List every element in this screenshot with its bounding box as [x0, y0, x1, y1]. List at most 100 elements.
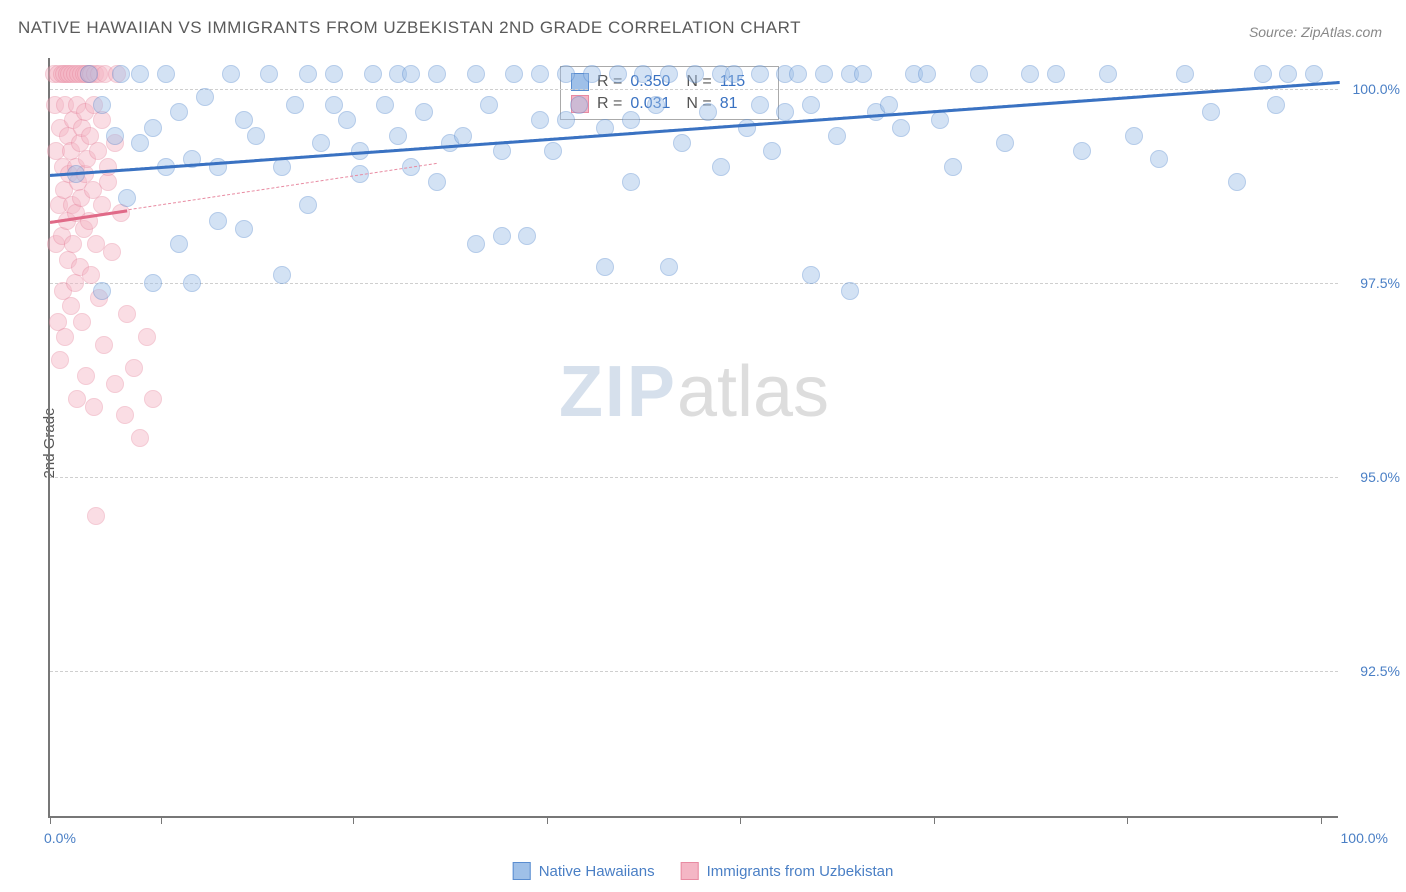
data-point [157, 65, 175, 83]
legend-item-b: Immigrants from Uzbekistan [681, 862, 894, 880]
data-point [493, 227, 511, 245]
r-label: R = [597, 95, 622, 113]
data-point [93, 111, 111, 129]
data-point [389, 127, 407, 145]
data-point [1099, 65, 1117, 83]
watermark-zip: ZIP [559, 352, 677, 432]
data-point [66, 274, 84, 292]
data-point [93, 96, 111, 114]
data-point [118, 189, 136, 207]
data-point [170, 235, 188, 253]
data-point [325, 96, 343, 114]
data-point [1305, 65, 1323, 83]
data-point [996, 134, 1014, 152]
stats-row-b: R = 0.031 N = 81 [571, 93, 768, 115]
data-point [415, 103, 433, 121]
gridline [50, 283, 1338, 284]
data-point [273, 266, 291, 284]
data-point [673, 134, 691, 152]
data-point [454, 127, 472, 145]
data-point [183, 274, 201, 292]
data-point [106, 127, 124, 145]
data-point [1021, 65, 1039, 83]
data-point [505, 65, 523, 83]
chart-area: 2nd Grade ZIPatlas R = 0.350 N = 115 R =… [48, 58, 1378, 828]
data-point [131, 134, 149, 152]
data-point [144, 119, 162, 137]
data-point [106, 375, 124, 393]
data-point [144, 390, 162, 408]
data-point [1073, 142, 1091, 160]
data-point [622, 111, 640, 129]
data-point [751, 65, 769, 83]
data-point [596, 258, 614, 276]
data-point [299, 196, 317, 214]
y-tick-label: 92.5% [1345, 663, 1400, 679]
data-point [880, 96, 898, 114]
data-point [660, 65, 678, 83]
data-point [634, 65, 652, 83]
gridline [50, 477, 1338, 478]
x-tick [50, 816, 51, 824]
data-point [125, 359, 143, 377]
data-point [480, 96, 498, 114]
data-point [64, 235, 82, 253]
data-point [751, 96, 769, 114]
x-tick [1321, 816, 1322, 824]
data-point [583, 65, 601, 83]
data-point [467, 65, 485, 83]
data-point [815, 65, 833, 83]
data-point [103, 243, 121, 261]
data-point [1254, 65, 1272, 83]
data-point [112, 65, 130, 83]
data-point [402, 65, 420, 83]
data-point [95, 336, 113, 354]
data-point [931, 111, 949, 129]
data-point [854, 65, 872, 83]
data-point [738, 119, 756, 137]
data-point [1279, 65, 1297, 83]
data-point [93, 282, 111, 300]
gridline [50, 89, 1338, 90]
data-point [802, 96, 820, 114]
data-point [1202, 103, 1220, 121]
data-point [531, 111, 549, 129]
data-point [892, 119, 910, 137]
data-point [1176, 65, 1194, 83]
x-tick [740, 816, 741, 824]
data-point [699, 103, 717, 121]
data-point [260, 65, 278, 83]
data-point [428, 65, 446, 83]
data-point [1047, 65, 1065, 83]
legend-label-a: Native Hawaiians [539, 863, 655, 880]
data-point [144, 274, 162, 292]
data-point [131, 65, 149, 83]
data-point [518, 227, 536, 245]
data-point [299, 65, 317, 83]
data-point [116, 406, 134, 424]
data-point [531, 65, 549, 83]
data-point [80, 65, 98, 83]
y-tick-label: 100.0% [1345, 81, 1400, 97]
data-point [247, 127, 265, 145]
data-point [622, 173, 640, 191]
data-point [235, 220, 253, 238]
data-point [196, 88, 214, 106]
plot-region: ZIPatlas R = 0.350 N = 115 R = 0.031 N =… [48, 58, 1338, 818]
data-point [170, 103, 188, 121]
x-tick [353, 816, 354, 824]
data-point [557, 65, 575, 83]
data-point [312, 134, 330, 152]
data-point [660, 258, 678, 276]
data-point [1125, 127, 1143, 145]
watermark: ZIPatlas [559, 351, 829, 433]
x-min-label: 0.0% [44, 830, 76, 846]
data-point [77, 367, 95, 385]
legend-swatch-a-icon [513, 862, 531, 880]
data-point [99, 173, 117, 191]
data-point [87, 507, 105, 525]
legend-swatch-b-icon [681, 862, 699, 880]
data-point [325, 65, 343, 83]
data-point [918, 65, 936, 83]
data-point [467, 235, 485, 253]
